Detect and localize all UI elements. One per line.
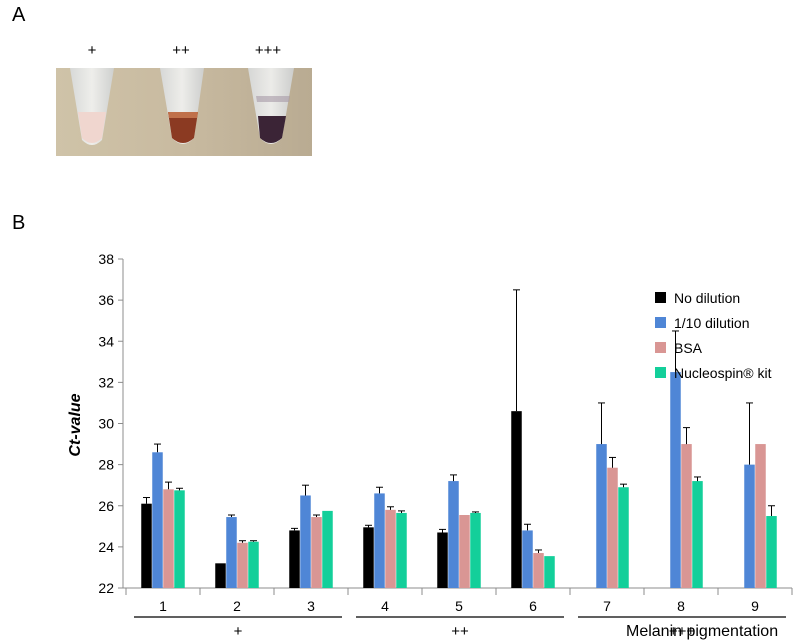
x-axis-label: Melanin pigmentation [626,623,778,640]
bar-9-series-2 [755,444,766,588]
bar-6-series-1 [522,530,533,588]
bar-1-series-2 [163,489,174,588]
bar-1-series-1 [152,452,163,588]
x-tick-label-3: 3 [307,598,315,614]
bar-5-series-2 [459,515,470,588]
x-tick-label-2: 2 [233,598,241,614]
bar-4-series-2 [385,509,396,588]
x-tick-label-1: 1 [159,598,167,614]
x-tick-label-4: 4 [381,598,389,614]
bar-6-series-2 [533,553,544,588]
y-axis-label: Ct-value [67,393,84,456]
bar-5-series-0 [437,532,448,588]
bar-2-series-2 [237,542,248,588]
bar-5-series-1 [448,481,459,588]
bar-3-series-3 [322,510,333,588]
y-tick-label: 38 [98,251,114,267]
x-tick-label-5: 5 [455,598,463,614]
bar-6-series-3 [544,556,555,588]
x-tick-label-7: 7 [603,598,611,614]
tube-triple-plus [248,68,294,144]
chart-error-bars [143,289,775,554]
bar-2-series-1 [226,517,237,588]
bar-4-series-0 [363,527,374,588]
bar-2-series-0 [215,563,226,588]
bar-7-series-1 [596,444,607,588]
group-label-1: ++ [451,623,469,640]
chart-bars [141,372,777,588]
legend-swatch-2 [655,342,666,353]
tube-double-plus [160,68,204,144]
y-tick-label: 34 [98,333,114,349]
tube-label-plus: + [87,42,97,59]
x-tick-label-6: 6 [529,598,537,614]
tube-photo [56,68,312,156]
y-tick-label: 22 [98,580,114,596]
bar-6-series-0 [511,411,522,588]
panel-b-letter: B [12,212,26,234]
bar-5-series-3 [470,512,481,588]
bar-3-series-2 [311,517,322,588]
bar-7-series-3 [618,487,629,588]
legend-swatch-0 [655,292,666,303]
panel-a-letter: A [12,4,26,26]
bar-9-series-1 [744,464,755,588]
legend-label-3: Nucleospin® kit [674,365,772,381]
tube-plus [70,68,114,145]
legend-label-1: 1/10 dilution [674,315,750,331]
bar-9-series-3 [766,516,777,588]
bar-4-series-1 [374,493,385,588]
y-tick-label: 24 [98,539,114,555]
legend-label-2: BSA [674,340,703,356]
group-labels: + ++ +++ [134,616,786,640]
y-tick-label: 36 [98,292,114,308]
bar-8-series-3 [692,481,703,588]
y-tick-label: 28 [98,457,114,473]
y-tick-label: 26 [98,498,114,514]
bar-8-series-2 [681,444,692,588]
bar-2-series-3 [248,541,259,588]
legend-label-0: No dilution [674,290,740,306]
legend-swatch-3 [655,367,666,378]
group-label-2: +++ [669,623,696,640]
x-tick-label-9: 9 [751,598,759,614]
bar-3-series-0 [289,530,300,588]
x-tick-label-8: 8 [677,598,685,614]
y-tick-label: 32 [98,374,114,390]
group-label-0: + [234,623,243,640]
bar-7-series-2 [607,467,618,588]
bar-1-series-3 [174,490,185,588]
legend-swatch-1 [655,317,666,328]
chart-legend: No dilution 1/10 dilution BSA Nucleospin® k… [655,290,772,381]
tube-label-triple-plus: +++ [254,42,282,59]
x-tick-labels: 1 2 3 4 5 6 7 8 9 [159,598,759,614]
bar-8-series-1 [670,372,681,588]
tube-label-double-plus: ++ [172,42,190,59]
bar-4-series-3 [396,512,407,588]
bar-1-series-0 [141,503,152,588]
bar-3-series-1 [300,495,311,588]
y-tick-label: 30 [98,416,114,432]
